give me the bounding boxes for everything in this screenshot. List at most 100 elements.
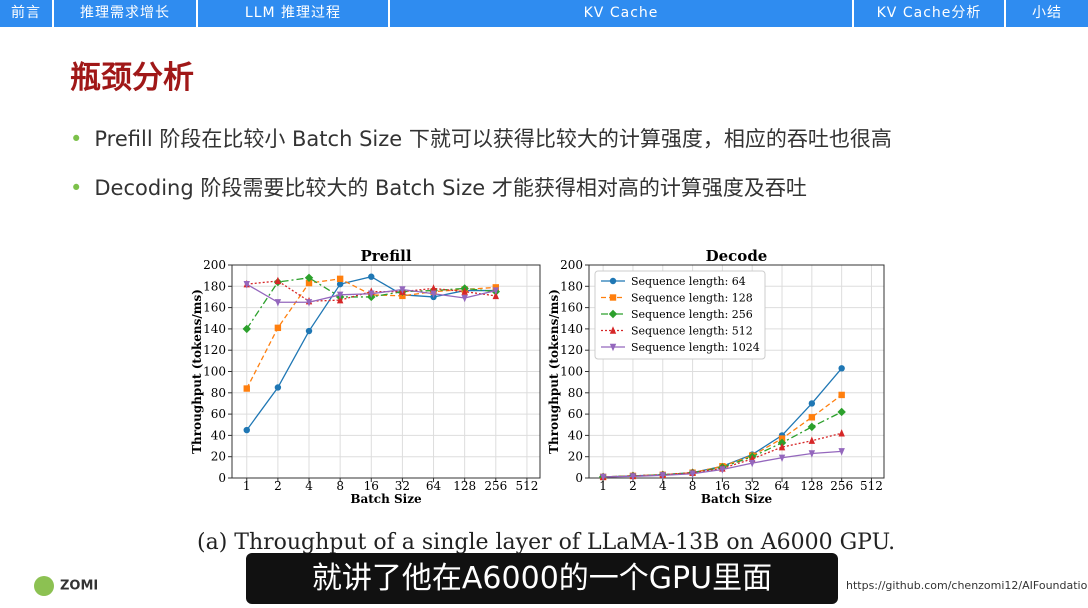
nav-tab[interactable]: 前言 — [0, 0, 54, 27]
legend-marker — [609, 343, 617, 352]
x-tick-label: 64 — [426, 479, 442, 493]
data-point — [304, 273, 314, 282]
x-tick-label: 256 — [830, 479, 853, 493]
y-axis-label: Throughput (tokens/ms) — [547, 289, 561, 454]
video-subtitle: 就讲了他在A6000的一个GPU里面 — [246, 553, 838, 604]
data-point — [629, 473, 637, 481]
data-point — [243, 385, 250, 392]
nav-tab[interactable]: KV Cache — [390, 0, 854, 27]
data-point — [274, 384, 282, 391]
data-point — [838, 391, 845, 399]
data-point — [336, 295, 344, 304]
y-tick-label: 40 — [568, 428, 583, 442]
data-point — [838, 365, 845, 372]
x-tick-label: 1 — [599, 479, 607, 493]
nav-bar: 前言 推理需求增长 LLM 推理过程 KV Cache KV Cache分析 小… — [0, 0, 1088, 27]
data-point — [599, 473, 607, 482]
y-tick-label: 120 — [203, 343, 226, 357]
x-tick-label: 64 — [774, 479, 790, 493]
legend-label: Sequence length: 1024 — [631, 341, 760, 354]
bullet-text: Decoding 阶段需要比较大的 Batch Size 才能获得相对高的计算强… — [94, 176, 807, 200]
data-point — [837, 407, 846, 417]
legend-label: Sequence length: 256 — [631, 308, 753, 321]
data-point — [461, 294, 468, 303]
bullet: • Prefill 阶段在比较小 Batch Size 下就可以获得比较大的计算强… — [70, 127, 892, 151]
x-tick-label: 512 — [860, 479, 883, 493]
x-tick-label: 2 — [629, 479, 637, 493]
plot-frame — [231, 264, 541, 479]
data-point — [336, 280, 344, 288]
x-tick-label: 128 — [800, 479, 823, 493]
y-tick-label: 180 — [203, 279, 226, 293]
nav-tab[interactable]: 小结 — [1032, 5, 1062, 21]
y-tick-label: 160 — [203, 301, 226, 315]
x-tick-label: 128 — [453, 479, 476, 493]
y-tick-label: 60 — [568, 407, 583, 421]
x-tick-label: 1 — [243, 479, 251, 493]
caption: (a) Throughput of a single layer of LLaM… — [197, 530, 896, 555]
y-tick-label: 0 — [575, 471, 583, 485]
y-tick-label: 180 — [560, 279, 583, 293]
data-point — [808, 436, 816, 444]
legend-marker — [609, 294, 617, 301]
data-point — [689, 470, 696, 478]
data-point — [659, 472, 666, 480]
data-point — [838, 429, 845, 437]
legend-marker — [609, 326, 617, 334]
data-point — [807, 422, 817, 432]
nav-tab[interactable]: LLM 推理过程 — [198, 0, 390, 27]
y-tick-label: 200 — [203, 258, 226, 272]
data-point — [336, 275, 344, 283]
data-point — [749, 459, 756, 468]
data-point — [777, 438, 787, 448]
plot-frame — [588, 264, 885, 479]
y-tick-label: 200 — [560, 258, 583, 272]
nav-tab[interactable]: KV Cache分析 — [854, 0, 1006, 27]
y-tick-label: 40 — [211, 428, 226, 442]
data-point — [808, 450, 816, 458]
series-line — [246, 278, 496, 389]
data-point — [336, 291, 344, 300]
legend-label: Sequence length: 64 — [631, 275, 746, 288]
x-tick-label: 16 — [715, 479, 730, 493]
data-point — [808, 414, 816, 421]
legend-label: Sequence length: 128 — [631, 292, 753, 305]
brand: ZOMI — [34, 576, 102, 596]
slide-title: 瓶颈分析 — [70, 60, 194, 96]
brand-text: ZOMI — [60, 578, 99, 594]
y-tick-label: 80 — [568, 386, 583, 400]
data-point — [243, 280, 250, 289]
y-tick-label: 120 — [560, 343, 583, 357]
chart-title: Decode — [706, 247, 768, 265]
y-axis-label: Throughput (tokens/ms) — [190, 289, 204, 454]
legend-marker — [609, 277, 617, 285]
x-tick-label: 32 — [395, 479, 410, 493]
data-point — [808, 400, 816, 407]
x-tick-label: 4 — [305, 479, 313, 493]
x-tick-label: 8 — [336, 479, 344, 493]
data-point — [430, 290, 437, 298]
series-line — [603, 411, 842, 478]
data-point — [368, 273, 375, 280]
data-point — [274, 324, 282, 332]
y-tick-label: 140 — [203, 322, 226, 336]
footer-url[interactable]: https://github.com/chenzomi12/AIFoundati… — [846, 579, 1088, 592]
x-tick-label: 512 — [515, 479, 538, 493]
data-point — [399, 286, 406, 294]
bullet-text: Prefill 阶段在比较小 Batch Size 下就可以获得比较大的计算强度… — [94, 127, 892, 151]
y-tick-label: 20 — [211, 450, 226, 464]
x-tick-label: 256 — [484, 479, 507, 493]
nav-tab[interactable]: 推理需求增长 — [54, 0, 198, 27]
data-point — [274, 299, 282, 307]
x-axis-label: Batch Size — [701, 492, 773, 506]
chart-title: Prefill — [360, 247, 411, 265]
y-tick-label: 140 — [560, 322, 583, 336]
data-point — [430, 284, 437, 292]
data-point — [492, 287, 499, 295]
data-point — [838, 448, 845, 456]
y-tick-label: 0 — [218, 471, 226, 485]
x-tick-label: 16 — [364, 479, 379, 493]
data-point — [305, 279, 313, 287]
